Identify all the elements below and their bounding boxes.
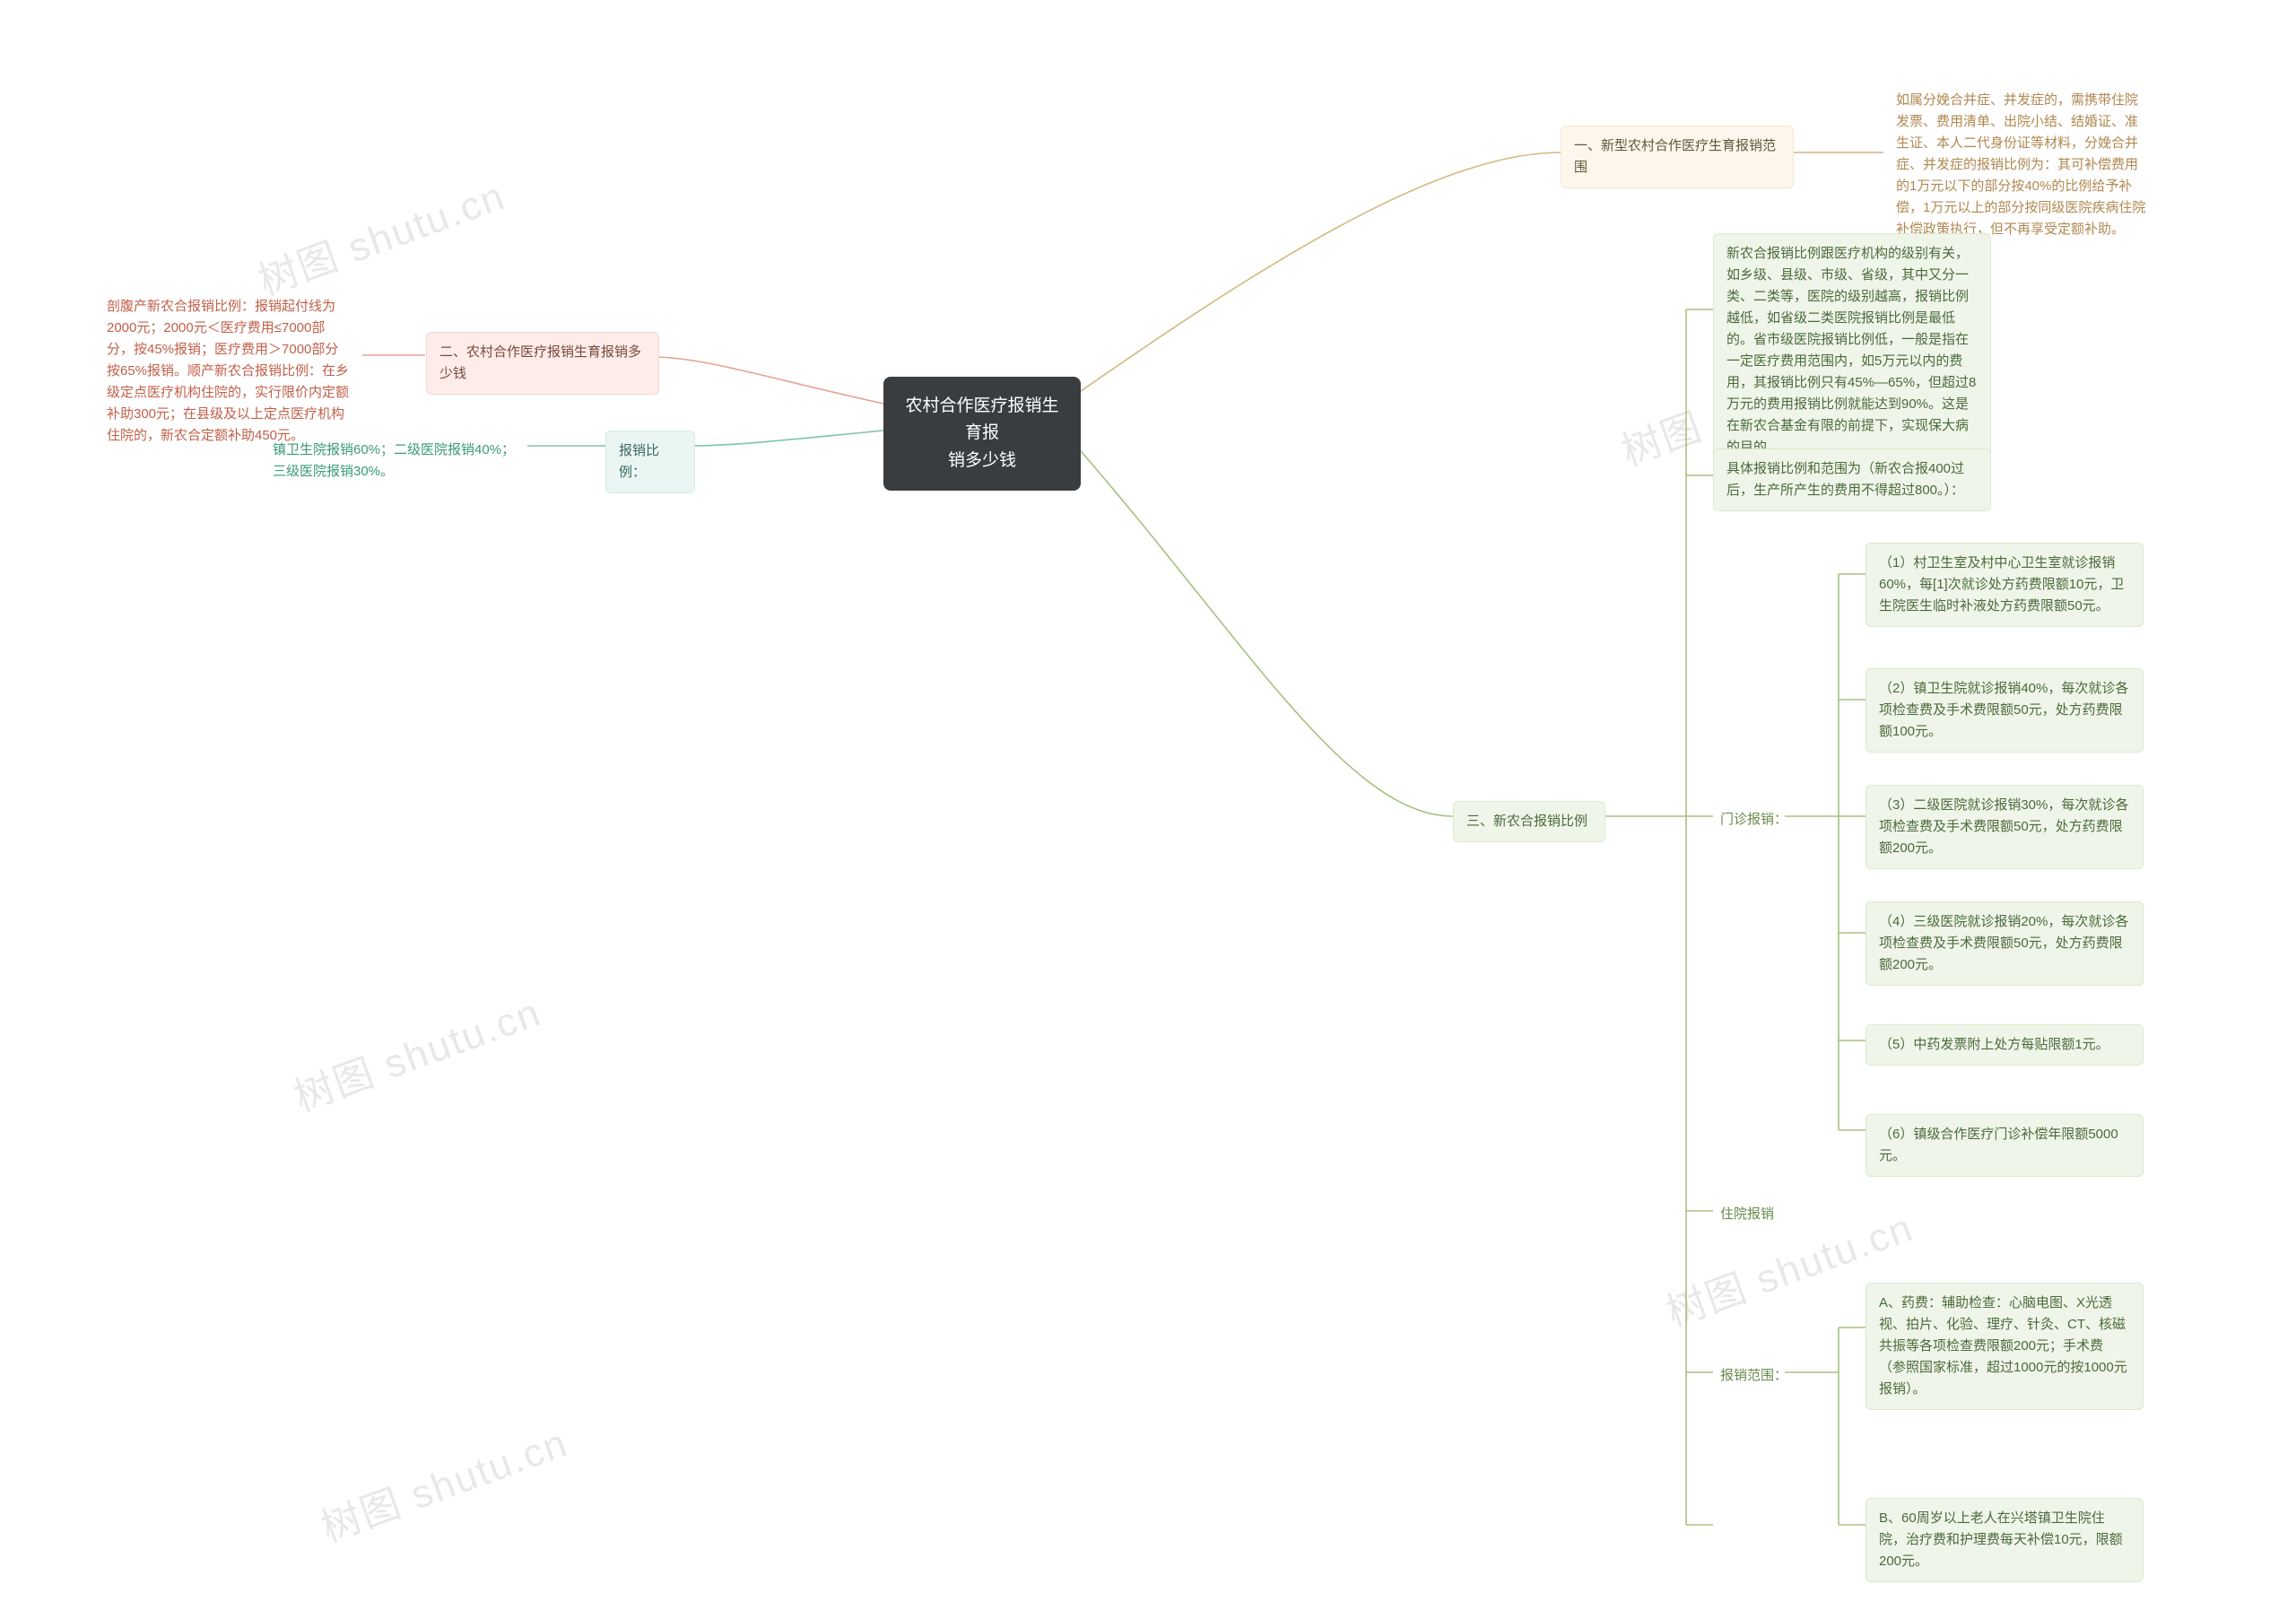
scope-b: B、60周岁以上老人在兴塔镇卫生院住院，治疗费和护理费每天补偿10元，限额200… <box>1866 1498 2144 1582</box>
branch-2-node: 二、农村合作医疗报销生育报销多少钱 <box>426 332 659 395</box>
outpatient-item-6: （6）镇级合作医疗门诊补偿年限额5000元。 <box>1866 1114 2144 1177</box>
inpatient-label: 住院报销 <box>1713 1200 1781 1229</box>
scope-a: A、药费：辅助检查：心脑电图、X光透视、拍片、化验、理疗、针灸、CT、核磁共振等… <box>1866 1283 2144 1410</box>
branch-1-title: 一、新型农村合作医疗生育报销范围 <box>1574 138 1776 175</box>
outpatient-label: 门诊报销： <box>1713 805 1795 834</box>
outpatient-item-4: （4）三级医院就诊报销20%，每次就诊各项检查费及手术费限额50元，处方药费限额… <box>1866 901 2144 986</box>
center-node: 农村合作医疗报销生育报 销多少钱 <box>883 377 1081 491</box>
branch-1-detail: 如属分娩合并症、并发症的，需携带住院发票、费用清单、出院小结、结婚证、准生证、本… <box>1883 81 2161 249</box>
branch-2-title: 二、农村合作医疗报销生育报销多少钱 <box>439 344 641 381</box>
branch-4-intro: 新农合报销比例跟医疗机构的级别有关，如乡级、县级、市级、省级，其中又分一类、二类… <box>1713 233 1991 468</box>
watermark: 树图 shutu.cn <box>285 980 548 1123</box>
branch-4-note: 具体报销比例和范围为（新农合报400过后，生产所产生的费用不得超过800。）： <box>1713 448 1991 511</box>
branch-3-detail: 镇卫生院报销60%；二级医院报销40%；三级医院报销30%。 <box>260 431 529 492</box>
scope-label: 报销范围： <box>1713 1362 1795 1390</box>
branch-1-node: 一、新型农村合作医疗生育报销范围 <box>1561 126 1794 188</box>
branch-3-node: 报销比例： <box>605 431 695 493</box>
watermark: 树图 shutu.cn <box>312 1411 575 1554</box>
center-title-l2: 销多少钱 <box>903 448 1061 474</box>
center-title-l1: 农村合作医疗报销生育报 <box>903 393 1061 448</box>
outpatient-item-2: （2）镇卫生院就诊报销40%，每次就诊各项检查费及手术费限额50元，处方药费限额… <box>1866 668 2144 753</box>
outpatient-item-5: （5）中药发票附上处方每贴限额1元。 <box>1866 1024 2144 1066</box>
outpatient-item-3: （3）二级医院就诊报销30%，每次就诊各项检查费及手术费限额50元，处方药费限额… <box>1866 785 2144 869</box>
outpatient-item-1: （1）村卫生室及村中心卫生室就诊报销60%，每[1]次就诊处方药费限额10元，卫… <box>1866 543 2144 627</box>
watermark: 树图 shutu.cn <box>249 164 512 307</box>
branch-4-title: 三、新农合报销比例 <box>1466 814 1587 829</box>
branch-4-node: 三、新农合报销比例 <box>1453 801 1605 842</box>
branch-3-title: 报销比例： <box>619 443 659 480</box>
